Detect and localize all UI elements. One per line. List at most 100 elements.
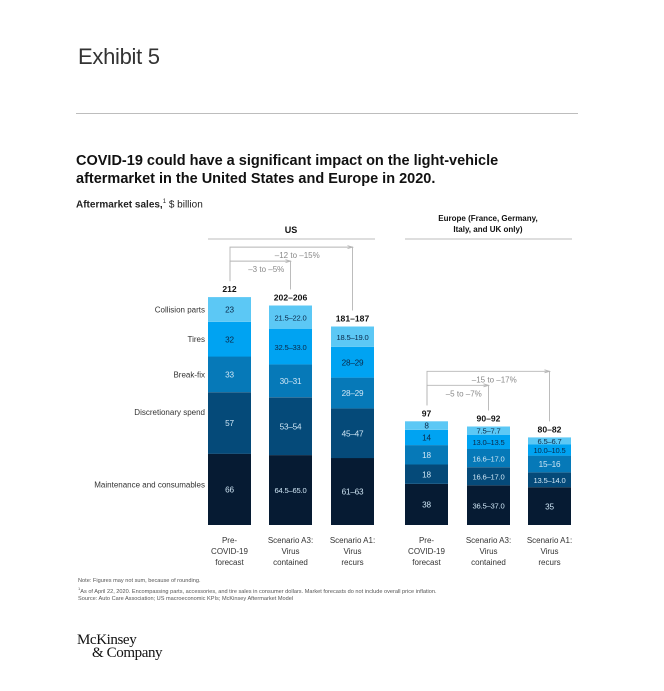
category-label-line: Virus — [540, 547, 558, 556]
bar-segment-maintenance-and-consumables — [405, 484, 448, 525]
segment-value-label: 28–29 — [342, 358, 364, 367]
segment-value-label: 23 — [225, 306, 234, 315]
segment-value-label: 14 — [422, 434, 431, 443]
category-label-line: Scenario A1: — [330, 536, 375, 545]
bar-segment-collision-parts — [528, 437, 571, 445]
bar-segment-collision-parts — [405, 421, 448, 430]
legend-label-maintenance-and-consumables: Maintenance and consumables — [94, 480, 205, 489]
segment-value-label: 16.6–17.0 — [473, 454, 505, 463]
segment-value-label: 53–54 — [280, 422, 302, 431]
bar-segment-maintenance-and-consumables — [528, 487, 571, 525]
note-footnote-mark: 1 — [78, 586, 81, 592]
bar-segment-break-fix — [331, 377, 374, 409]
category-label-line: recurs — [341, 558, 363, 567]
bar-total-label: 80–82 — [538, 424, 562, 434]
segment-value-label: 64.5–65.0 — [275, 486, 307, 495]
bar-segment-discretionary-spend — [405, 464, 448, 484]
change-percent-label: –12 to –15% — [275, 251, 320, 260]
change-bracket — [229, 246, 353, 311]
bar-segment-break-fix — [405, 445, 448, 465]
footnotes: Note: Figures may not sum, because of ro… — [78, 578, 598, 603]
bar-segment-maintenance-and-consumables — [269, 455, 312, 525]
note-source: Source: Auto Care Association; US macroe… — [78, 596, 294, 603]
segment-value-label: 10.0–10.5 — [534, 446, 566, 455]
category-label-line: forecast — [215, 558, 244, 567]
legend-label-tires: Tires — [188, 335, 205, 344]
bar-segment-discretionary-spend — [331, 408, 374, 459]
exhibit-label: Exhibit 5 — [78, 44, 160, 69]
bracket-arrow-icon — [285, 259, 293, 264]
subtitle-unit: $ billion — [166, 199, 203, 211]
change-percent-label: –3 to –5% — [248, 265, 284, 274]
category-label-line: Virus — [281, 547, 299, 556]
category-label-line: recurs — [538, 558, 560, 567]
note-footnote-1: 1As of April 22, 2020. Encompassing part… — [78, 585, 598, 596]
note-rounding: Note: Figures may not sum, because of ro… — [78, 578, 201, 584]
bar-segment-maintenance-and-consumables — [467, 485, 510, 525]
category-label-line: contained — [273, 558, 308, 567]
segment-value-label: 36.5–37.0 — [473, 501, 505, 510]
segment-value-label: 35 — [545, 502, 554, 511]
mckinsey-logo: McKinsey & Company — [77, 632, 163, 661]
bar-segment-discretionary-spend — [208, 392, 251, 454]
category-label-line: COVID-19 — [408, 547, 445, 556]
bar-segment-tires — [528, 444, 571, 456]
segment-value-label: 18 — [422, 470, 431, 479]
segment-value-label: 32 — [225, 335, 234, 344]
segment-value-label: 16.6–17.0 — [473, 472, 505, 481]
segment-value-label: 66 — [225, 486, 234, 495]
bar-total-label: 181–187 — [336, 314, 370, 324]
note-footnote-text: As of April 22, 2020. Encompassing parts… — [80, 589, 437, 596]
bar-segment-tires — [331, 346, 374, 378]
category-label-line: Pre- — [419, 536, 434, 545]
bar-segment-tires — [405, 430, 448, 446]
chart-headline: COVID-19 could have a significant impact… — [76, 153, 499, 187]
change-percent-label: –15 to –17% — [472, 375, 517, 384]
segment-value-label: 6.5–6.7 — [538, 437, 562, 446]
bar-segment-tires — [269, 329, 312, 365]
segment-value-label: 57 — [225, 419, 234, 428]
legend-label-discretionary-spend: Discretionary spend — [134, 408, 205, 417]
top-divider — [76, 113, 578, 114]
category-label-line: Scenario A1: — [527, 536, 572, 545]
segment-value-label: 28–29 — [342, 389, 364, 398]
subtitle-footnote-mark: 1 — [162, 199, 167, 205]
segment-value-label: 38 — [422, 501, 431, 510]
segment-value-label: 13.0–13.5 — [473, 438, 505, 447]
category-label-line: Scenario A3: — [466, 536, 511, 545]
bracket-arrow-icon — [544, 369, 552, 374]
segment-value-label: 18.5–19.0 — [337, 333, 369, 342]
legend-label-break-fix: Break-fix — [173, 370, 205, 379]
segment-value-label: 8 — [424, 422, 429, 431]
category-label-line: COVID-19 — [211, 547, 248, 556]
bar-segment-collision-parts — [467, 426, 510, 435]
bracket-arrow-icon — [483, 383, 491, 388]
segment-value-label: 15–16 — [539, 460, 561, 469]
bar-segment-tires — [208, 322, 251, 357]
change-percent-label: –5 to –7% — [446, 389, 482, 398]
segment-value-label: 21.5–22.0 — [275, 313, 307, 322]
change-bracket — [426, 370, 550, 422]
bar-segment-collision-parts — [208, 297, 251, 322]
segment-value-label: 30–31 — [280, 377, 302, 386]
segment-value-label: 45–47 — [342, 429, 364, 438]
segment-value-label: 7.5–7.7 — [477, 427, 501, 436]
bar-segment-collision-parts — [269, 305, 312, 329]
segment-value-label: 61–63 — [342, 488, 364, 497]
category-label-line: Virus — [479, 547, 497, 556]
bar-segment-discretionary-spend — [269, 397, 312, 456]
bar-segment-break-fix — [208, 356, 251, 393]
bar-segment-maintenance-and-consumables — [331, 458, 374, 525]
category-label-line: Pre- — [222, 536, 237, 545]
logo-line-1: McKinsey — [77, 632, 137, 648]
category-label-line: forecast — [412, 558, 441, 567]
category-label-line: Virus — [343, 547, 361, 556]
bar-total-label: 97 — [422, 408, 432, 418]
bar-total-label: 212 — [222, 284, 237, 294]
group-header-0: US — [285, 225, 298, 235]
segment-value-label: 18 — [422, 451, 431, 460]
segment-value-label: 33 — [225, 371, 234, 380]
bar-segment-break-fix — [269, 364, 312, 398]
segment-value-label: 32.5–33.0 — [275, 343, 307, 352]
